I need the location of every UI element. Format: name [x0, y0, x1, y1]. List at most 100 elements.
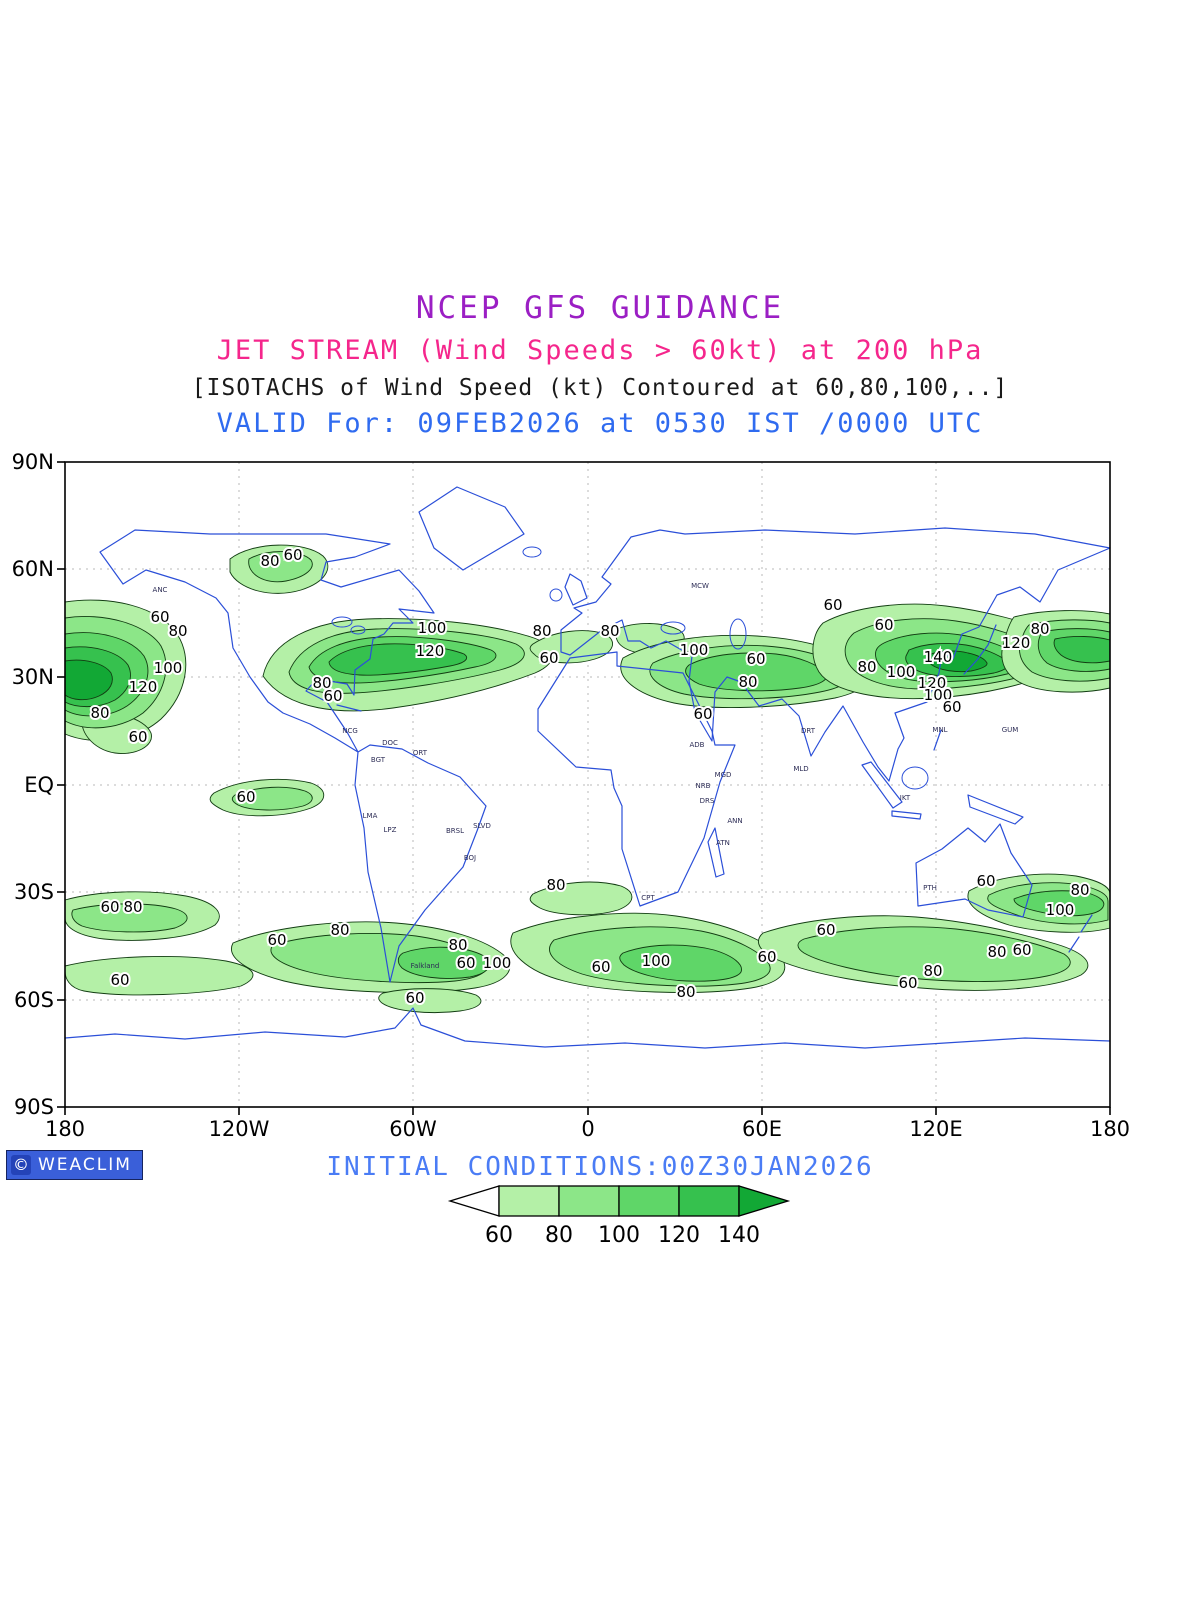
contour-label: 80	[168, 622, 187, 640]
color-legend: 60 80 100 120 140	[442, 1180, 802, 1254]
contour-label: 60	[823, 596, 842, 614]
legend-value: 80	[545, 1223, 573, 1248]
africa-coastline	[537, 651, 736, 907]
lat-tick-label: 30N	[12, 665, 54, 689]
map-frame	[64, 461, 1111, 1108]
legend-value: 120	[658, 1223, 700, 1248]
station-label: MLD	[793, 765, 808, 773]
station-label: ANC	[153, 586, 168, 594]
contour-label: 60	[405, 989, 424, 1007]
coastlines	[64, 486, 1111, 1049]
station-label: SLVD	[473, 822, 491, 830]
contour-label: 100	[1046, 901, 1075, 919]
contour-label: 60	[976, 872, 995, 890]
north-america-coastline	[99, 529, 435, 753]
contour-label: 140	[924, 648, 953, 666]
contour-label: 60	[898, 974, 917, 992]
contour-label: 80	[857, 658, 876, 676]
station-label: GUM	[1002, 726, 1019, 734]
contour-label: 80	[330, 921, 349, 939]
station-label: IKT	[900, 794, 911, 802]
lat-tick-label: 60S	[14, 988, 54, 1012]
legend-box	[498, 1185, 560, 1217]
contour-label: 80	[600, 622, 619, 640]
cuba-coastline	[336, 704, 362, 712]
contour-label: 60	[150, 608, 169, 626]
legend-svg: 60 80 100 120 140	[447, 1185, 791, 1248]
station-label: PTH	[923, 884, 937, 892]
contour-label: 60	[267, 931, 286, 949]
contour-label: 80	[123, 898, 142, 916]
contour-label: 60	[816, 921, 835, 939]
latlon-grid	[65, 462, 1110, 1107]
title-block: NCEP GFS GUIDANCE JET STREAM (Wind Speed…	[0, 290, 1200, 439]
station-label: LMA	[363, 812, 378, 820]
contour-label: 100	[680, 641, 709, 659]
contour-label: 80	[738, 673, 757, 691]
isotach-subtitle: [ISOTACHS of Wind Speed (kt) Contoured a…	[191, 375, 1009, 401]
legend-box	[678, 1185, 740, 1217]
contour-label: 60	[693, 705, 712, 723]
australia-coastline	[915, 823, 1033, 918]
station-label: ORT	[413, 749, 428, 757]
black-sea	[660, 621, 686, 635]
contour-label: 80	[676, 983, 695, 1001]
station-label: BRSL	[446, 827, 464, 835]
contour-label: 60	[591, 958, 610, 976]
contour-label: 100	[887, 663, 916, 681]
world-map: 90N 60N 30N EQ 30S 60S 90S 180 120W 60W 0 60E 120E 18…	[0, 450, 1200, 1150]
contour-label: 60	[110, 971, 129, 989]
caspian-sea	[729, 618, 747, 650]
contour-label: 60	[100, 898, 119, 916]
station-label: NRB	[696, 782, 711, 790]
iceland-coastline	[522, 546, 542, 558]
contour-label: 80	[260, 552, 279, 570]
borneo-coastline	[901, 766, 929, 790]
eurasia-coastline	[560, 527, 1111, 782]
contour-label: 80	[546, 876, 565, 894]
new-guinea-coastline	[967, 794, 1024, 825]
station-label: MCW	[691, 582, 709, 590]
station-label: MGD	[715, 771, 732, 779]
initial-conditions-text: INITIAL CONDITIONS:00Z30JAN2026	[326, 1152, 874, 1182]
contour-label: 120	[416, 642, 445, 660]
product-title: JET STREAM (Wind Speeds > 60kt) at 200 h…	[216, 335, 984, 366]
sumatra-coastline	[861, 761, 903, 809]
contour-label: 60	[942, 698, 961, 716]
legend-arrow-left	[447, 1185, 500, 1217]
weaclim-logo-text: WEACLIM	[38, 1155, 132, 1175]
antarctica-coastline	[64, 1007, 1111, 1049]
map-labels: ANC MCW ADB MGD MLD NRB DRS ANN ATN IKT GUM MNL PTH L…	[88, 544, 1091, 1009]
contour-label: 60	[128, 728, 147, 746]
contour-label: 60	[456, 954, 475, 972]
contour-label: 80	[987, 943, 1006, 961]
station-label: DOC	[382, 739, 398, 747]
new-zealand-coastline	[1068, 914, 1093, 953]
lat-tick-label: 90S	[14, 1095, 54, 1119]
station-label: LPZ	[384, 826, 397, 834]
legend-value: 60	[485, 1223, 513, 1248]
contour-label: 60	[1012, 941, 1031, 959]
contour-label: 80	[448, 936, 467, 954]
station-label: ATN	[716, 839, 730, 847]
contour-label: 120	[1002, 634, 1031, 652]
lat-tick-label: 90N	[12, 450, 54, 474]
madagascar-coastline	[707, 827, 725, 878]
weaclim-circle-icon: ©	[11, 1155, 31, 1175]
lon-tick-label: 0	[581, 1117, 594, 1141]
lat-tick-label: 60N	[12, 557, 54, 581]
isotach-shading	[64, 544, 1111, 1013]
contour-label: 80	[923, 962, 942, 980]
contour-label: 80	[532, 622, 551, 640]
station-label: ADB	[690, 741, 705, 749]
contour-label: 120	[918, 674, 947, 692]
lon-tick-label: 60E	[742, 1117, 782, 1141]
weaclim-logo[interactable]: © WEACLIM	[6, 1150, 143, 1180]
legend-box	[618, 1185, 680, 1217]
contour-label: 100	[483, 954, 512, 972]
great-lakes-east	[350, 625, 366, 635]
station-label: CPT	[641, 894, 655, 902]
station-label: ANN	[727, 817, 742, 825]
java-coastline	[891, 810, 922, 820]
